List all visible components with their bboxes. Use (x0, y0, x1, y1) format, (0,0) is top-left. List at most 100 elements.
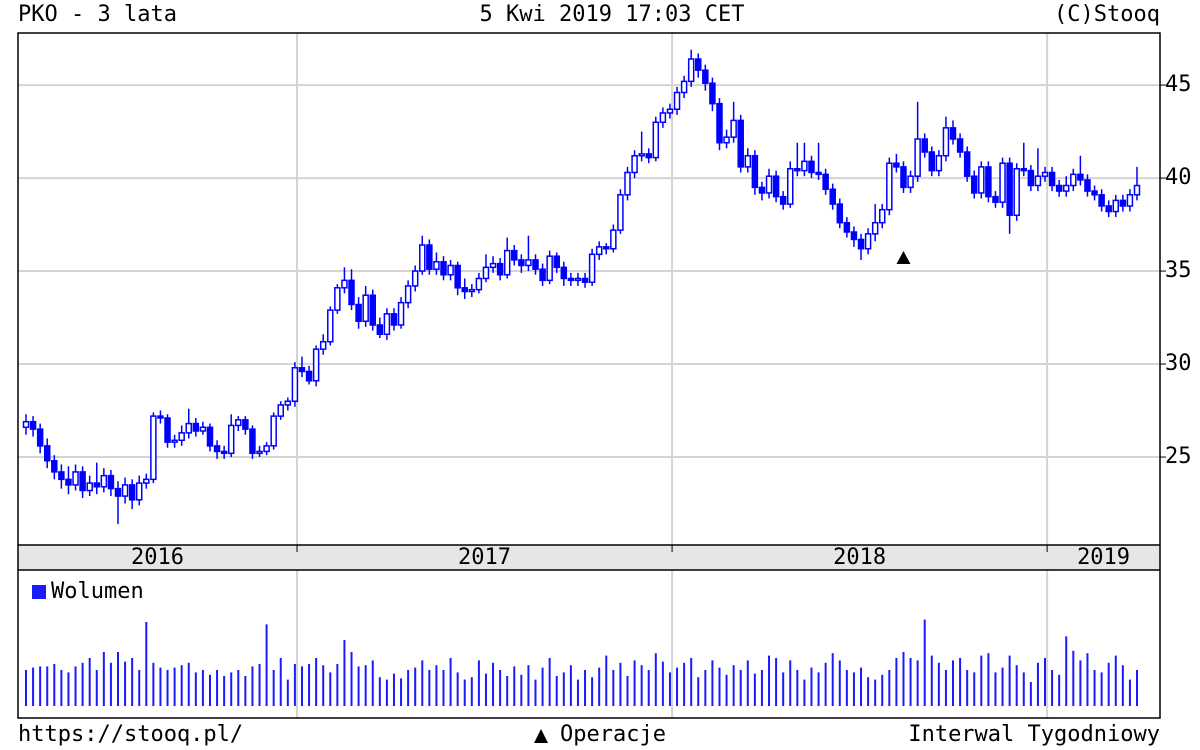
candle-body (1020, 168, 1028, 172)
candle-body (206, 426, 214, 447)
candle-body (949, 127, 957, 140)
candle-body (730, 119, 737, 138)
candle-body (567, 277, 575, 282)
y-tick-label: 45 (1165, 72, 1192, 97)
candle-body (624, 171, 631, 196)
candle-body (652, 121, 660, 159)
volume-legend-swatch (32, 585, 46, 599)
candle-body (362, 294, 369, 323)
candle-body (312, 348, 320, 382)
candle-body (249, 428, 256, 455)
candle-body (709, 82, 716, 105)
candle-body (659, 112, 667, 124)
candle-body (164, 417, 171, 443)
candle-body (43, 445, 51, 462)
candle-body (454, 264, 461, 289)
y-tick-label: 35 (1165, 258, 1192, 283)
candle-body (518, 259, 525, 267)
volume-legend: Wolumen (51, 579, 144, 604)
candle-body (150, 415, 157, 481)
candle-body (857, 238, 865, 250)
candle-body (143, 478, 150, 484)
candle-body (468, 288, 476, 293)
footer-operations: Operacje (560, 722, 666, 747)
candle-body (871, 221, 879, 235)
candle-body (779, 195, 787, 205)
candle-body (893, 162, 900, 168)
candle-body (956, 138, 964, 153)
x-tick-label: 2018 (833, 545, 886, 570)
candle-body (1062, 184, 1070, 192)
candle-body (192, 422, 200, 432)
candle-body (475, 277, 483, 291)
y-tick-label: 40 (1165, 165, 1192, 190)
candle-body (433, 261, 440, 270)
candle-body (404, 285, 412, 304)
footer-interval: Interwal Tygodniowy (908, 722, 1160, 747)
candle-body (93, 482, 101, 488)
candle-body (227, 424, 235, 455)
header-date: 5 Kwi 2019 17:03 CET (480, 2, 745, 27)
candle-body (546, 255, 553, 282)
candle-body (765, 175, 773, 194)
candle-body (348, 279, 355, 306)
candle-body (1013, 168, 1020, 217)
candle-body (610, 229, 617, 250)
candle-body (751, 154, 759, 189)
candle-body (1126, 194, 1134, 207)
candle-body (107, 474, 115, 490)
candle-body (1027, 169, 1035, 187)
candle-body (758, 186, 766, 194)
candle-body (419, 244, 426, 272)
candle-body (581, 277, 589, 283)
candle-body (220, 450, 228, 455)
candle-body (666, 108, 674, 114)
footer-url: https://stooq.pl/ (18, 722, 243, 747)
candle-body (787, 168, 794, 205)
candle-body (999, 162, 1006, 203)
candle-body (121, 484, 129, 497)
candle-body (242, 419, 249, 430)
candle-body (270, 415, 277, 447)
candle-body (1006, 162, 1013, 217)
frame (17, 32, 1161, 719)
candle-body (496, 262, 504, 276)
candle-body (51, 460, 58, 473)
x-tick-label: 2019 (1077, 545, 1130, 570)
candle-body (1119, 199, 1127, 207)
candle-body (1048, 171, 1056, 187)
candle-body (305, 370, 313, 382)
candle-body (277, 404, 285, 417)
operation-marker (896, 251, 911, 265)
candle-body (263, 445, 270, 453)
candle-body (489, 262, 497, 269)
candle-body (673, 91, 681, 111)
candle-body (383, 313, 391, 336)
candle-body (914, 138, 921, 177)
year-band (18, 545, 1160, 570)
candle-body (86, 482, 93, 492)
candle-body (574, 277, 582, 282)
candle-body (327, 309, 334, 343)
candle-body (808, 160, 815, 174)
candle-body (36, 428, 44, 447)
candle-body (638, 153, 645, 157)
candle-body (532, 259, 539, 270)
candle-body (560, 266, 568, 280)
candle-body (135, 482, 143, 501)
candle-body (213, 445, 221, 453)
candle-body (716, 102, 723, 144)
candle-body (355, 303, 362, 323)
candle-body (291, 367, 299, 402)
candle-body (482, 266, 490, 280)
candle-body (1077, 173, 1084, 181)
candle-body (829, 188, 836, 205)
candle-body (376, 324, 384, 336)
candle-body (1041, 171, 1049, 177)
y-tick-label: 30 (1165, 351, 1192, 376)
y-tick-label: 25 (1165, 444, 1192, 469)
candle-body (702, 69, 709, 84)
candle-body (617, 194, 624, 231)
